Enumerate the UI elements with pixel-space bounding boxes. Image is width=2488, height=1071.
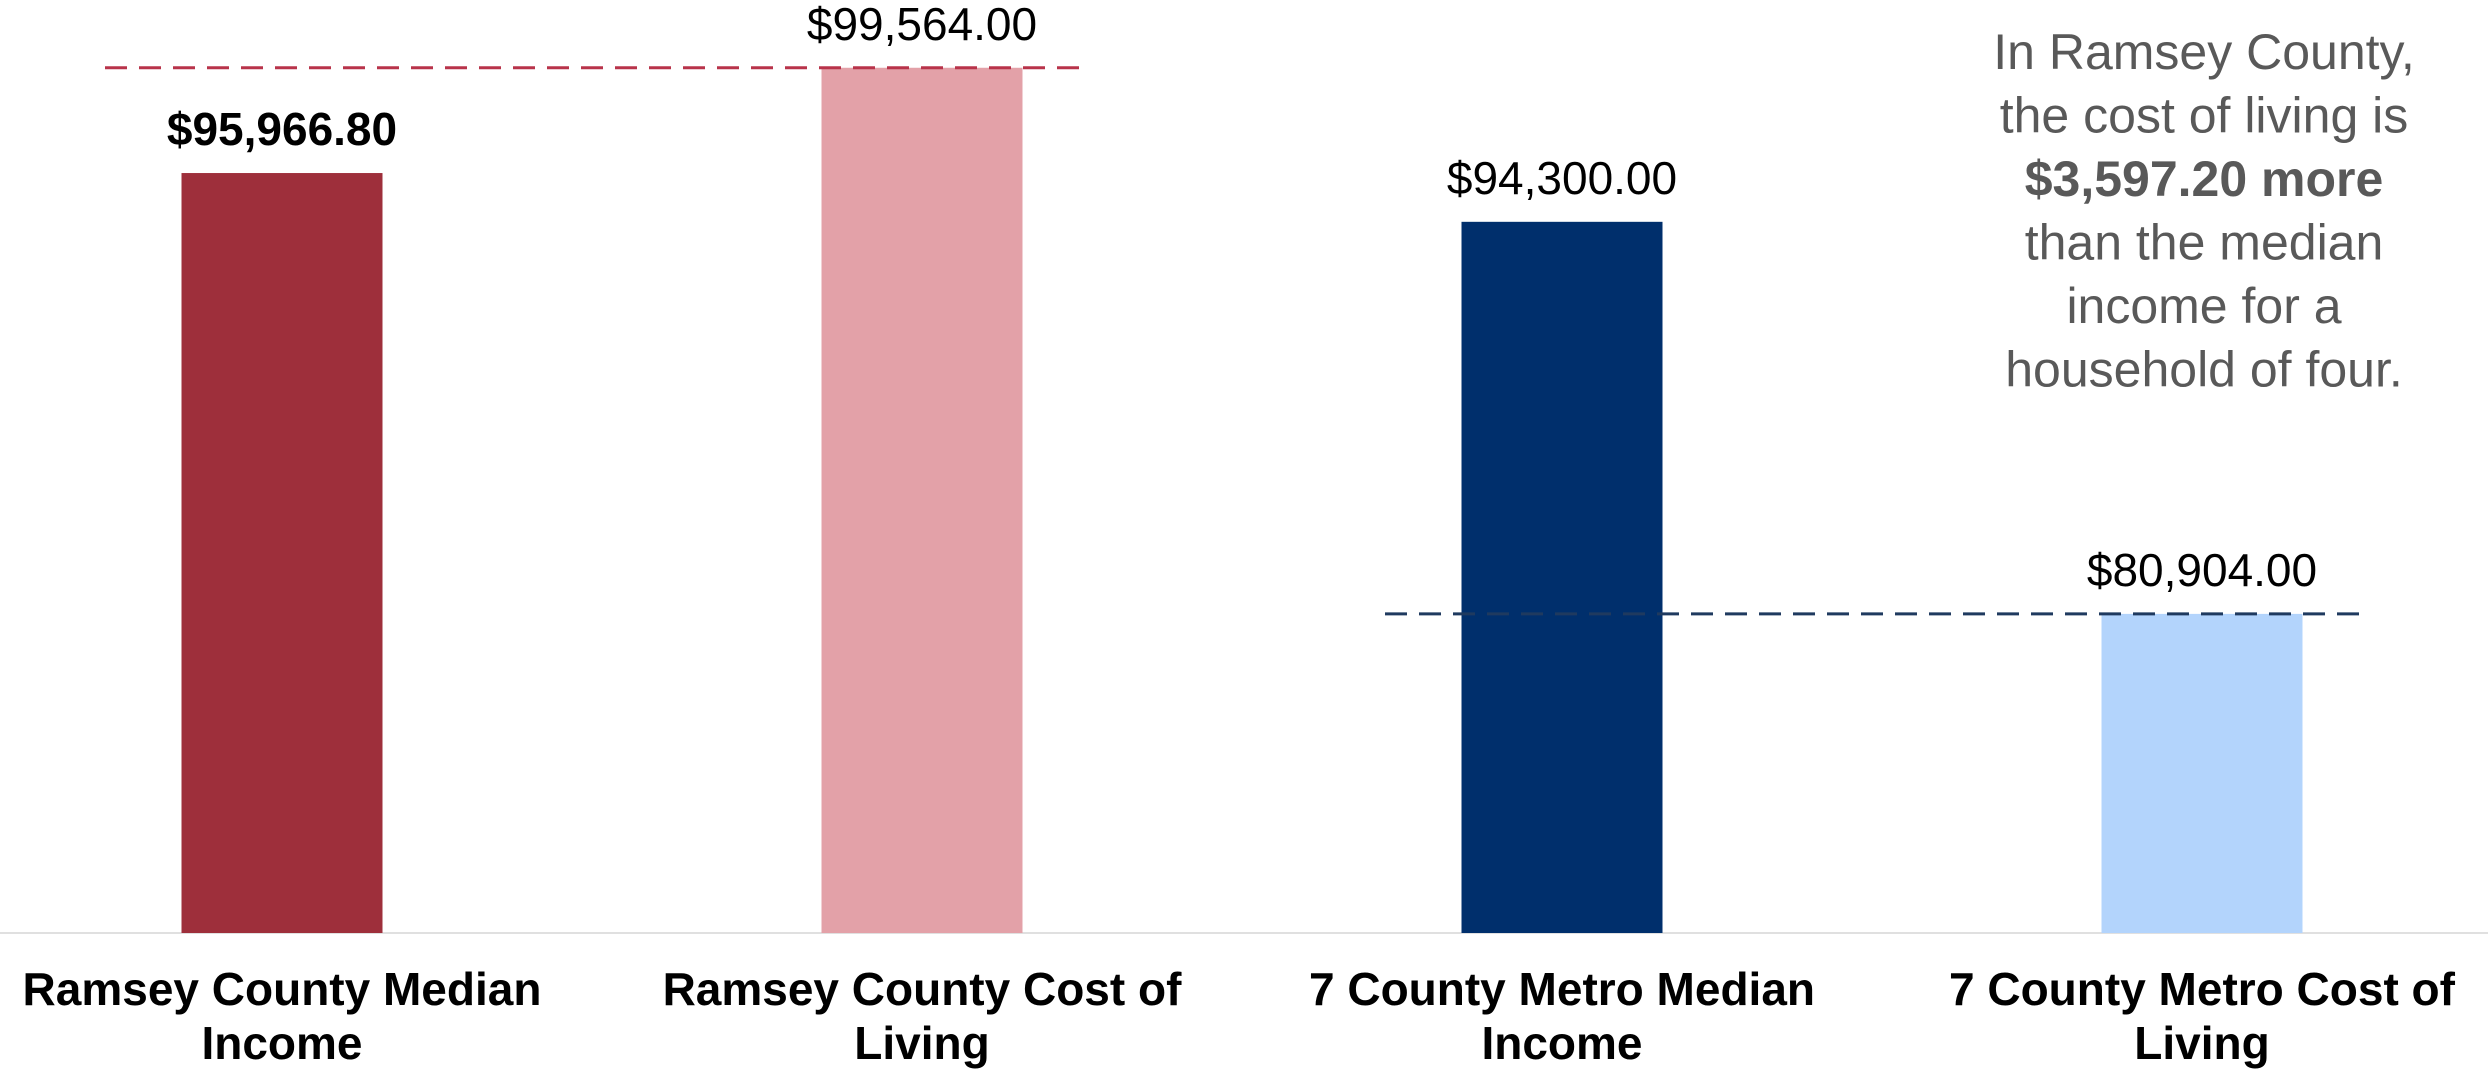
bar (181, 173, 383, 933)
annotation: the cost of living is (2000, 88, 2409, 144)
x-tick-label: Ramsey County Median Income (22, 963, 542, 1069)
value-label: $95,966.80 (167, 103, 397, 155)
bar (1461, 221, 1663, 933)
value-label: $99,564.00 (807, 0, 1037, 50)
value-label: $80,904.00 (2087, 544, 2317, 596)
annotation: In Ramsey County, (1993, 24, 2414, 80)
bar (2101, 613, 2303, 933)
annotation: $3,597.20 more (2025, 151, 2384, 207)
x-tick-label: Ramsey County Cost of Living (662, 963, 1182, 1069)
annotation: income for a (2066, 278, 2341, 334)
x-tick-label: 7 County Metro Median Income (1308, 963, 1816, 1069)
x-tick-label: 7 County Metro Cost of Living (1949, 963, 2455, 1069)
bar (821, 67, 1023, 934)
annotation: than the median (2025, 215, 2384, 271)
value-label: $94,300.00 (1447, 152, 1677, 204)
annotation: household of four. (2005, 342, 2403, 398)
